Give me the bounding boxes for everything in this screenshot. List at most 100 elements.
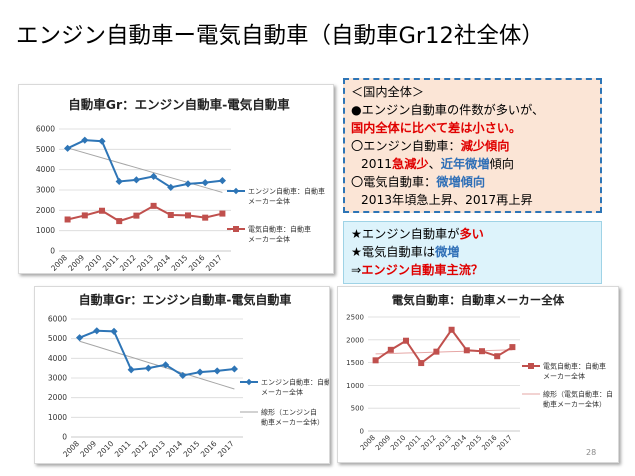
x-tick-label: 2008 bbox=[61, 439, 81, 459]
data-point bbox=[99, 207, 105, 214]
legend-marker bbox=[245, 378, 253, 386]
x-tick-label: 2017 bbox=[204, 253, 224, 273]
trendline bbox=[375, 349, 513, 355]
legend-marker bbox=[233, 226, 239, 232]
x-tick-label: 2017 bbox=[496, 434, 514, 452]
y-tick-label: 2500 bbox=[346, 314, 364, 322]
data-point bbox=[167, 212, 174, 219]
data-point bbox=[64, 144, 72, 152]
trendline bbox=[67, 147, 223, 193]
x-tick-label: 2014 bbox=[152, 253, 172, 273]
y-tick-label: 0 bbox=[50, 247, 55, 256]
legend-label: メーカー全体 bbox=[543, 372, 585, 381]
data-point bbox=[64, 216, 71, 223]
chart-electric: 電気自動車：自動車メーカー全体0500100015002000250020082… bbox=[346, 293, 613, 452]
data-point bbox=[387, 346, 394, 353]
data-point bbox=[110, 327, 118, 335]
data-point bbox=[98, 137, 106, 145]
x-tick-label: 2017 bbox=[216, 439, 236, 459]
x-tick-label: 2014 bbox=[450, 433, 469, 452]
legend-label: メーカー全体 bbox=[261, 388, 303, 397]
data-point bbox=[213, 367, 221, 375]
data-point bbox=[218, 177, 226, 185]
chart-panel-electric: 電気自動車：自動車メーカー全体 0 500 1000 1500 2000 2500 2008 2… bbox=[337, 286, 619, 463]
chart-panel-engine: 自動車Gr：エンジン自動車-電気自動車 0 1000 2000 3000 4000 5000… bbox=[34, 286, 330, 464]
y-tick-label: 3000 bbox=[36, 186, 55, 195]
x-tick-label: 2013 bbox=[435, 434, 453, 452]
summary-line-4b: 急減少 bbox=[392, 157, 429, 171]
data-point bbox=[433, 348, 440, 355]
chart-title: 自動車Gr：エンジン自動車-電気自動車 bbox=[79, 292, 292, 307]
y-tick-label: 1000 bbox=[36, 226, 55, 235]
x-tick-label: 2009 bbox=[78, 439, 98, 459]
data-point bbox=[403, 337, 409, 344]
legend-label: 線形（電気自動車：自 bbox=[543, 390, 613, 399]
data-point bbox=[167, 183, 175, 191]
legend-marker bbox=[528, 363, 534, 369]
y-tick-label: 2000 bbox=[48, 393, 67, 402]
x-tick-label: 2014 bbox=[164, 439, 184, 459]
y-tick-label: 1500 bbox=[346, 359, 364, 367]
legend-label: 電気自動車：自動車 bbox=[248, 225, 311, 234]
data-point bbox=[115, 177, 123, 186]
conclusion-line-1-emph: 多い bbox=[459, 227, 484, 241]
data-point bbox=[418, 360, 425, 367]
legend-label: 電気自動車：自動車 bbox=[543, 362, 606, 371]
x-tick-label: 2010 bbox=[84, 253, 104, 273]
y-tick-label: 0 bbox=[360, 428, 364, 436]
x-tick-label: 2011 bbox=[404, 434, 422, 452]
legend-marker bbox=[232, 187, 240, 195]
series-line bbox=[375, 328, 513, 365]
data-point bbox=[230, 365, 238, 373]
summary-line-5-prefix: 〇電気自動車： bbox=[351, 175, 437, 189]
y-tick-label: 1000 bbox=[48, 413, 67, 422]
trendline bbox=[79, 340, 235, 390]
data-point bbox=[196, 368, 204, 376]
data-point bbox=[372, 357, 379, 364]
data-point bbox=[81, 136, 89, 144]
chart-engine: 自動車Gr：エンジン自動車-電気自動車 0 1000 2000 3000 4000 5000… bbox=[48, 292, 329, 459]
summary-line-3-prefix: 〇エンジン自動車： bbox=[351, 139, 461, 153]
data-point bbox=[463, 347, 470, 354]
x-tick-label: 2015 bbox=[465, 434, 483, 452]
chart-panel-combined: 自動車Gr：エンジン自動車-電気自動車 0 1000 2000 3000 4000 5000… bbox=[18, 84, 334, 274]
slide-title: エンジン自動車ー電気自動車（自動車Gr12社全体） bbox=[16, 23, 544, 49]
chart-title: 自動車Gr：エンジン自動車-電気自動車 bbox=[68, 97, 290, 112]
data-point bbox=[132, 176, 140, 184]
x-tick-label: 2011 bbox=[113, 439, 133, 459]
data-point bbox=[219, 210, 226, 217]
x-tick-label: 2008 bbox=[359, 434, 377, 452]
data-point bbox=[127, 366, 135, 374]
y-tick-label: 4000 bbox=[36, 165, 55, 174]
legend-label: メーカー全体 bbox=[248, 235, 290, 244]
x-tick-label: 2015 bbox=[182, 439, 202, 459]
x-tick-label: 2016 bbox=[187, 253, 207, 273]
summary-line-4: 2011急減少、近年微増傾向 bbox=[351, 155, 594, 173]
y-tick-label: 1000 bbox=[346, 382, 364, 390]
data-point bbox=[144, 364, 152, 372]
summary-heading: ＜国内全体＞ bbox=[351, 85, 425, 99]
data-point bbox=[448, 326, 455, 333]
y-tick-label: 0 bbox=[62, 433, 67, 442]
conclusion-line-3: ⇒エンジン自動車主流？ bbox=[351, 261, 594, 279]
y-tick-label: 5000 bbox=[36, 145, 55, 154]
x-tick-label: 2012 bbox=[130, 439, 150, 459]
summary-line-4a: 2011 bbox=[361, 157, 393, 171]
conclusion-line-2-prefix: ★電気自動車は bbox=[351, 245, 436, 259]
data-point bbox=[81, 212, 88, 219]
data-point bbox=[184, 180, 192, 188]
conclusion-line-3-emph: エンジン自動車主流？ bbox=[361, 263, 484, 277]
summary-line-4c: 、 bbox=[428, 157, 441, 171]
series-line bbox=[67, 204, 223, 223]
data-point bbox=[509, 344, 516, 351]
summary-line-4d: 近年微増 bbox=[440, 157, 490, 171]
data-point bbox=[133, 212, 140, 219]
data-point bbox=[494, 353, 501, 360]
chart-title: 電気自動車：自動車メーカー全体 bbox=[392, 293, 565, 307]
y-tick-label: 6000 bbox=[36, 125, 55, 134]
y-tick-label: 4000 bbox=[48, 354, 67, 363]
conclusion-line-1-prefix: ★エンジン自動車が bbox=[351, 227, 460, 241]
summary-line-1: ●エンジン自動車の件数が多いが、 bbox=[351, 103, 545, 117]
legend-label: 動車メーカー全体） bbox=[261, 418, 324, 427]
y-tick-label: 500 bbox=[351, 405, 364, 413]
